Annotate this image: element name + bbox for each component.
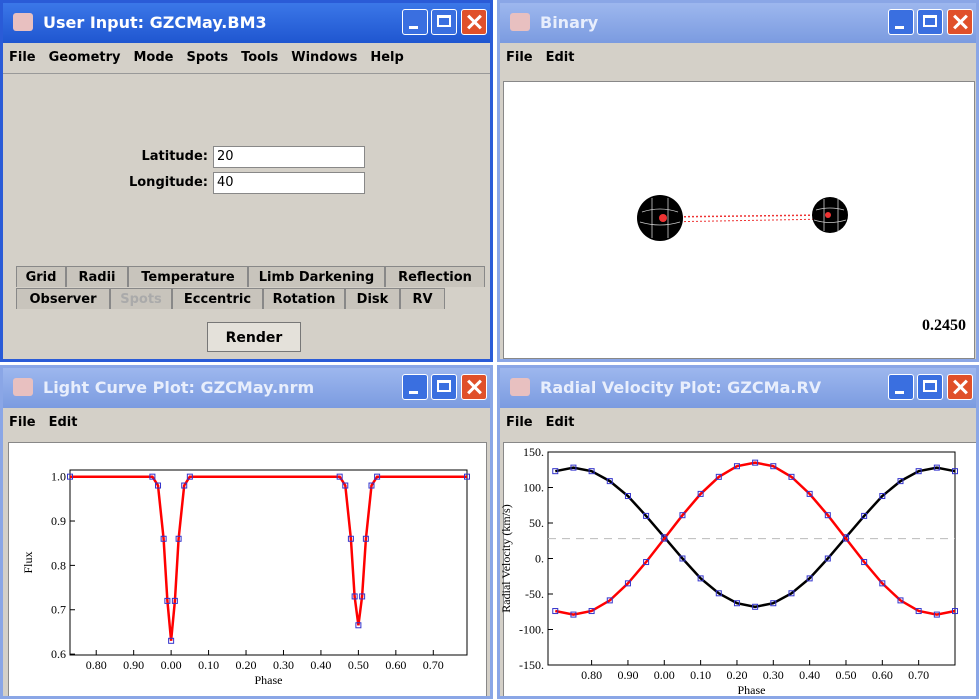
x-tick-label: 0.10 bbox=[690, 668, 711, 682]
y-axis-title: Flux bbox=[21, 551, 35, 573]
x-tick-label: 0.60 bbox=[385, 658, 406, 672]
y-tick-label: 150. bbox=[523, 445, 544, 459]
x-tick-label: 0.40 bbox=[799, 668, 820, 682]
x-tick-label: 0.30 bbox=[763, 668, 784, 682]
y-tick-label: 0.6 bbox=[51, 647, 66, 661]
y-tick-label: 0. bbox=[535, 552, 544, 566]
y-tick-label: -50. bbox=[525, 587, 544, 601]
data-line bbox=[70, 477, 467, 641]
y-tick-label: 0.9 bbox=[51, 514, 66, 528]
y-tick-label: 50. bbox=[529, 516, 544, 530]
plot-frame bbox=[70, 470, 467, 655]
desktop: User Input: GZCMay.BM3 FileGeometryModeS… bbox=[0, 0, 979, 699]
y-tick-label: 0.7 bbox=[51, 603, 66, 617]
x-tick-label: 0.40 bbox=[310, 658, 331, 672]
x-tick-label: 0.90 bbox=[123, 658, 144, 672]
y-tick-label: -150. bbox=[519, 658, 544, 672]
x-tick-label: 0.00 bbox=[654, 668, 675, 682]
x-tick-label: 0.00 bbox=[161, 658, 182, 672]
x-tick-label: 0.90 bbox=[617, 668, 638, 682]
y-axis-title: Radial Velocity (km/s) bbox=[499, 504, 513, 612]
x-tick-label: 0.70 bbox=[423, 658, 444, 672]
x-tick-label: 0.20 bbox=[726, 668, 747, 682]
x-tick-label: 0.70 bbox=[908, 668, 929, 682]
y-tick-label: 100. bbox=[523, 481, 544, 495]
x-tick-label: 0.30 bbox=[273, 658, 294, 672]
y-tick-label: 0.8 bbox=[51, 558, 66, 572]
x-tick-label: 0.20 bbox=[236, 658, 257, 672]
data-line bbox=[555, 468, 955, 607]
x-axis-title: Phase bbox=[738, 683, 766, 697]
x-axis-title: Phase bbox=[255, 673, 283, 687]
x-tick-label: 0.80 bbox=[581, 668, 602, 682]
y-tick-label: -100. bbox=[519, 623, 544, 637]
overlay: 0.2450 0.60.70.80.91.00.800.900.000.100.… bbox=[0, 0, 979, 699]
y-tick-label: 1.0 bbox=[51, 470, 66, 484]
x-tick-label: 0.50 bbox=[348, 658, 369, 672]
x-tick-label: 0.60 bbox=[872, 668, 893, 682]
binary-stars bbox=[637, 195, 848, 241]
x-tick-label: 0.10 bbox=[198, 658, 219, 672]
x-tick-label: 0.80 bbox=[86, 658, 107, 672]
x-tick-label: 0.50 bbox=[835, 668, 856, 682]
phase-label: 0.2450 bbox=[922, 317, 966, 334]
